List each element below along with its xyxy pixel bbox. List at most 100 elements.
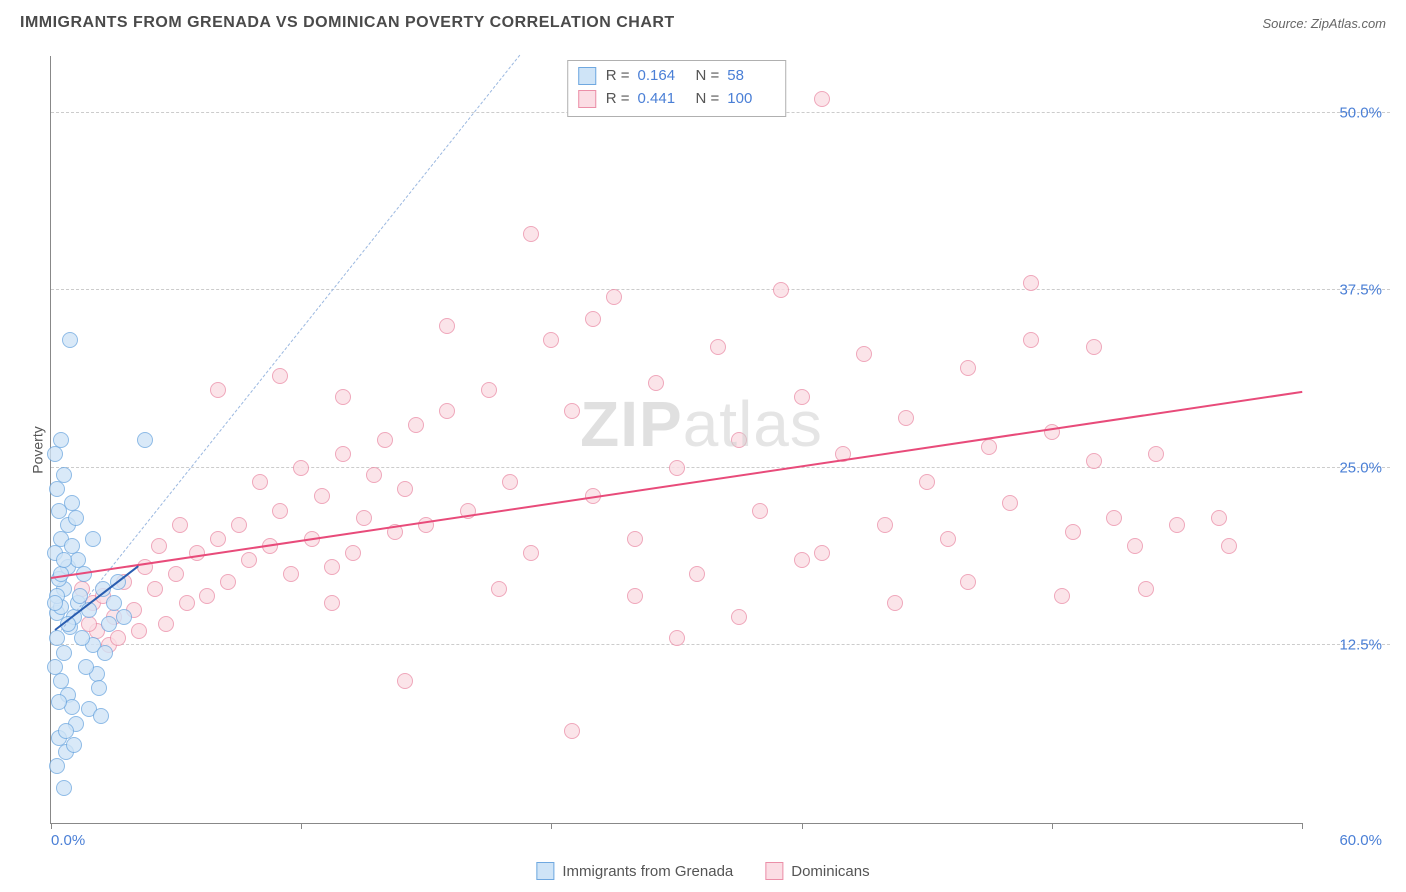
y-tick-label: 25.0% xyxy=(1339,459,1382,476)
data-point xyxy=(669,630,685,646)
data-point xyxy=(110,630,126,646)
x-tick xyxy=(51,823,52,829)
data-point xyxy=(1127,538,1143,554)
data-point xyxy=(56,780,72,796)
data-point xyxy=(56,467,72,483)
swatch-dominicans xyxy=(765,862,783,880)
data-point xyxy=(179,595,195,611)
grenada-r-value: 0.164 xyxy=(638,65,686,88)
data-point xyxy=(773,282,789,298)
data-point xyxy=(199,588,215,604)
data-point xyxy=(648,375,664,391)
data-point xyxy=(523,226,539,242)
data-point xyxy=(439,403,455,419)
gridline xyxy=(51,644,1390,645)
data-point xyxy=(345,545,361,561)
data-point xyxy=(585,311,601,327)
data-point xyxy=(93,708,109,724)
dominicans-r-value: 0.441 xyxy=(638,88,686,111)
data-point xyxy=(1023,275,1039,291)
data-point xyxy=(51,694,67,710)
data-point xyxy=(627,588,643,604)
data-point xyxy=(1086,339,1102,355)
data-point xyxy=(408,417,424,433)
y-tick-label: 12.5% xyxy=(1339,637,1382,654)
data-point xyxy=(49,758,65,774)
r-label: R = xyxy=(606,88,630,111)
data-point xyxy=(564,723,580,739)
data-point xyxy=(1054,588,1070,604)
x-max-label: 60.0% xyxy=(1339,832,1382,849)
legend-label-grenada: Immigrants from Grenada xyxy=(562,863,733,880)
data-point xyxy=(481,382,497,398)
r-label: R = xyxy=(606,65,630,88)
gridline xyxy=(51,289,1390,290)
data-point xyxy=(97,645,113,661)
data-point xyxy=(324,595,340,611)
data-point xyxy=(1211,510,1227,526)
data-point xyxy=(491,581,507,597)
swatch-dominicans xyxy=(578,90,596,108)
data-point xyxy=(158,616,174,632)
legend-item-dominicans: Dominicans xyxy=(765,862,869,880)
data-point xyxy=(252,474,268,490)
data-point xyxy=(47,446,63,462)
data-point xyxy=(272,368,288,384)
data-point xyxy=(731,432,747,448)
data-point xyxy=(856,346,872,362)
y-tick-label: 37.5% xyxy=(1339,282,1382,299)
data-point xyxy=(101,616,117,632)
data-point xyxy=(189,545,205,561)
data-point xyxy=(151,538,167,554)
chart-area: Poverty ZIPatlas R = 0.164 N = 58 R = 0.… xyxy=(18,48,1392,852)
data-point xyxy=(752,503,768,519)
data-point xyxy=(314,488,330,504)
gridline xyxy=(51,467,1390,468)
data-point xyxy=(137,432,153,448)
data-point xyxy=(1138,581,1154,597)
data-point xyxy=(439,318,455,334)
x-tick xyxy=(1052,823,1053,829)
data-point xyxy=(814,545,830,561)
x-tick xyxy=(1302,823,1303,829)
y-tick-label: 50.0% xyxy=(1339,104,1382,121)
x-tick xyxy=(551,823,552,829)
data-point xyxy=(172,517,188,533)
data-point xyxy=(70,552,86,568)
series-legend: Immigrants from Grenada Dominicans xyxy=(536,862,869,880)
data-point xyxy=(627,531,643,547)
dominicans-n-value: 100 xyxy=(727,88,775,111)
n-label: N = xyxy=(696,88,720,111)
data-point xyxy=(62,332,78,348)
data-point xyxy=(49,481,65,497)
data-point xyxy=(116,609,132,625)
data-point xyxy=(283,566,299,582)
data-point xyxy=(335,389,351,405)
data-point xyxy=(898,410,914,426)
data-point xyxy=(335,446,351,462)
chart-title: IMMIGRANTS FROM GRENADA VS DOMINICAN POV… xyxy=(20,14,675,32)
watermark-text: ZIPatlas xyxy=(580,387,823,461)
data-point xyxy=(731,609,747,625)
data-point xyxy=(68,510,84,526)
data-point xyxy=(981,439,997,455)
data-point xyxy=(502,474,518,490)
data-point xyxy=(1221,538,1237,554)
data-point xyxy=(56,552,72,568)
data-point xyxy=(1002,495,1018,511)
data-point xyxy=(523,545,539,561)
data-point xyxy=(74,630,90,646)
data-point xyxy=(794,552,810,568)
data-point xyxy=(91,680,107,696)
data-point xyxy=(147,581,163,597)
data-point xyxy=(56,645,72,661)
plot-region: ZIPatlas R = 0.164 N = 58 R = 0.441 N = … xyxy=(50,56,1302,824)
data-point xyxy=(293,460,309,476)
data-point xyxy=(418,517,434,533)
legend-row-dominicans: R = 0.441 N = 100 xyxy=(578,88,776,111)
data-point xyxy=(272,503,288,519)
swatch-grenada xyxy=(578,67,596,85)
data-point xyxy=(960,360,976,376)
data-point xyxy=(397,481,413,497)
x-min-label: 0.0% xyxy=(51,832,85,849)
